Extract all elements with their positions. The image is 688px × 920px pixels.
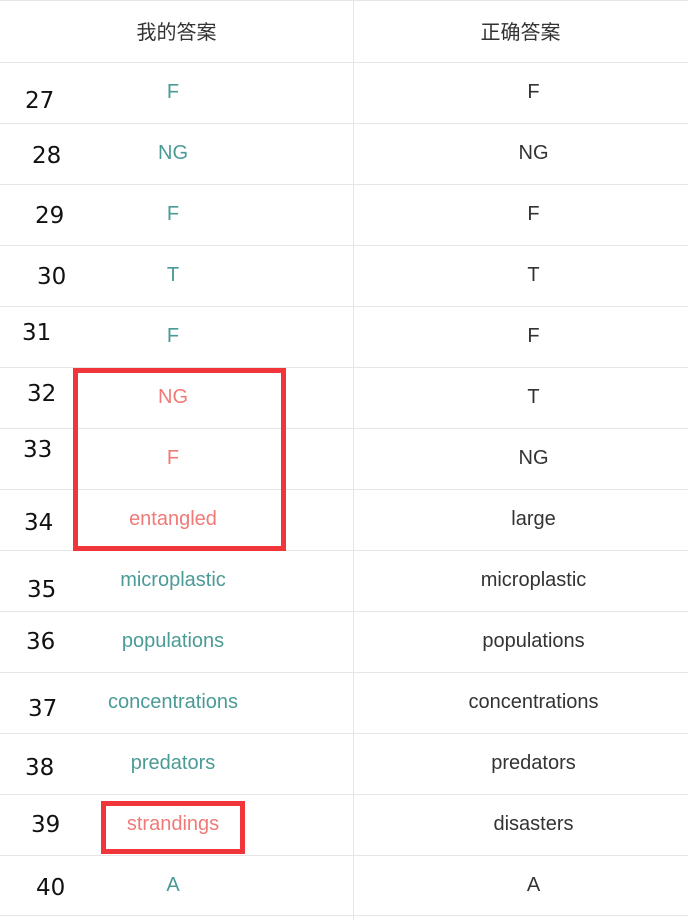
table-row: NG NG — [0, 124, 688, 185]
question-number: 31 — [22, 320, 52, 346]
wrong-answers-highlight-box — [73, 368, 286, 551]
correct-answer-cell: NG — [518, 447, 549, 469]
correct-answer-cell: A — [526, 874, 541, 896]
my-answer-cell: NG — [158, 142, 188, 164]
my-answer-cell: strandings — [126, 813, 220, 835]
my-answer-cell: entangled — [129, 508, 217, 530]
correct-answer-cell: large — [511, 508, 556, 530]
question-number: 30 — [37, 264, 67, 290]
my-answer-cell: F — [166, 325, 180, 347]
my-answer-cell: F — [166, 81, 180, 103]
table-row: NG T — [0, 368, 688, 429]
my-answer-cell: populations — [121, 630, 225, 652]
my-answer-cell: concentrations — [107, 691, 239, 713]
header-correct-answer: 正确答案 — [480, 20, 561, 44]
correct-answer-cell: NG — [518, 142, 549, 164]
correct-answer-cell: concentrations — [468, 691, 599, 713]
my-answer-cell: NG — [158, 386, 188, 408]
table-row: F NG — [0, 429, 688, 490]
table-row: strandings disasters — [0, 795, 688, 856]
table-row: populations populations — [0, 612, 688, 673]
question-number: 38 — [25, 755, 55, 781]
table-row: F F — [0, 185, 688, 246]
question-number: 35 — [27, 577, 57, 603]
question-number: 32 — [27, 381, 57, 407]
question-number: 29 — [35, 203, 65, 229]
column-divider — [353, 0, 354, 920]
table-row: entangled large — [0, 490, 688, 551]
table-row: F F — [0, 63, 688, 124]
my-answer-cell: A — [166, 874, 180, 896]
my-answer-cell: predators — [130, 752, 216, 774]
correct-answer-cell: microplastic — [480, 569, 587, 591]
question-number: 36 — [26, 629, 56, 655]
table-header: 我的答案 正确答案 — [0, 0, 688, 63]
question-number: 39 — [31, 812, 61, 838]
correct-answer-cell: F — [527, 81, 540, 103]
question-number: 40 — [36, 875, 66, 901]
correct-answer-cell: T — [527, 386, 540, 408]
table-row: microplastic microplastic — [0, 551, 688, 612]
correct-answer-cell: F — [527, 325, 540, 347]
correct-answer-cell: F — [527, 203, 540, 225]
table-row: F F — [0, 307, 688, 368]
question-number: 33 — [23, 437, 53, 463]
question-number: 27 — [25, 88, 55, 114]
question-number: 34 — [24, 510, 54, 536]
correct-answer-cell: T — [527, 264, 540, 286]
table-row: A A — [0, 856, 688, 916]
correct-answer-cell: disasters — [493, 813, 574, 835]
wrong-answer-highlight-box — [101, 801, 245, 854]
my-answer-cell: F — [166, 203, 180, 225]
table-row: T T — [0, 246, 688, 307]
my-answer-cell: F — [166, 447, 180, 469]
correct-answer-cell: predators — [491, 752, 576, 774]
table-row: predators predators — [0, 734, 688, 795]
question-number: 28 — [32, 143, 62, 169]
question-number: 37 — [28, 696, 58, 722]
header-my-answer: 我的答案 — [136, 20, 217, 44]
correct-answer-cell: populations — [482, 630, 585, 652]
my-answer-cell: T — [166, 264, 180, 286]
my-answer-cell: microplastic — [120, 569, 226, 591]
table-row: concentrations concentrations — [0, 673, 688, 734]
